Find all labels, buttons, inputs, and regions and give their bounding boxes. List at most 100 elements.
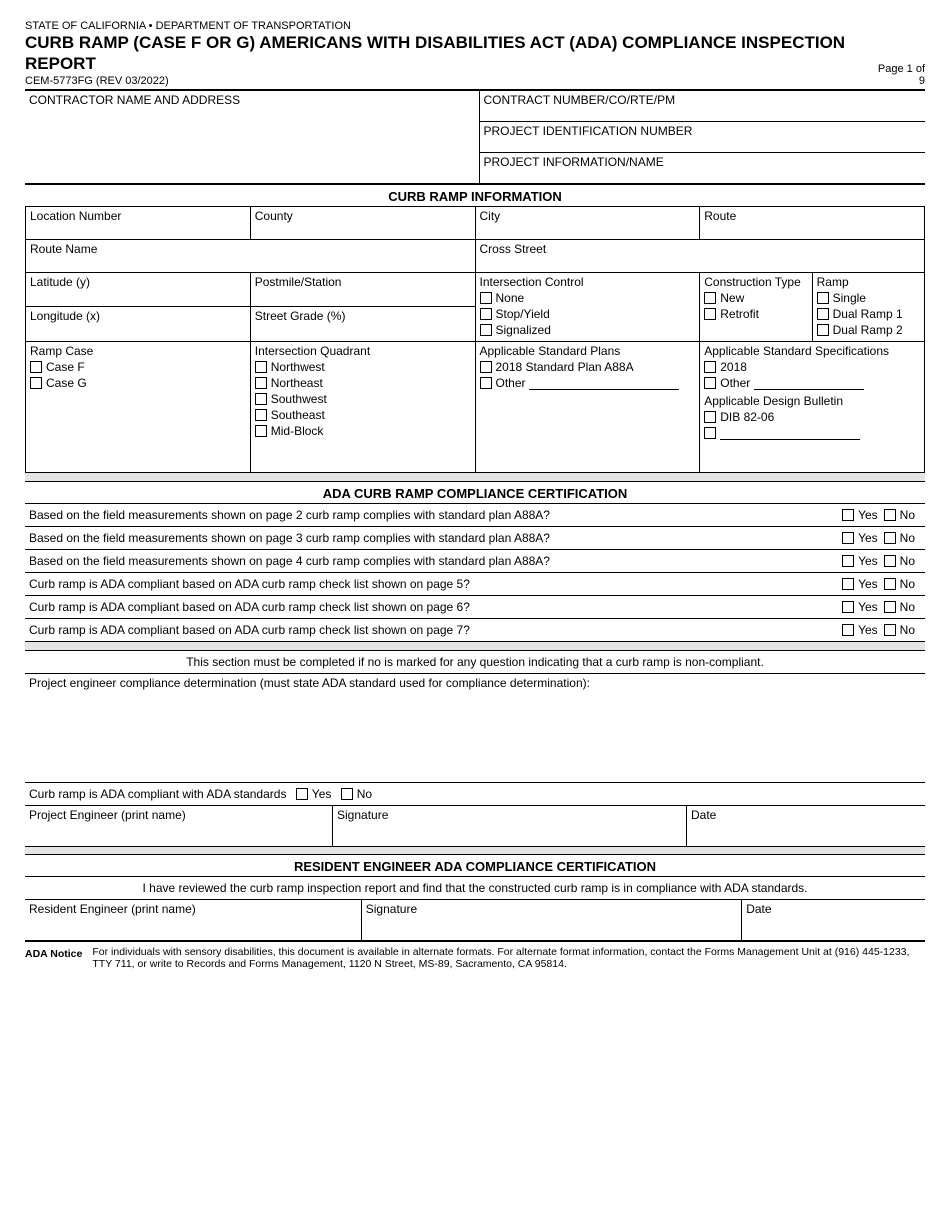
checkbox-icon[interactable] [884,509,896,521]
pe-signature-cell[interactable]: Signature [333,806,687,846]
checkbox-icon[interactable] [255,393,267,405]
cert-q1: Based on the field measurements shown on… [25,503,798,526]
ic-signalized[interactable]: Signalized [480,323,696,337]
ada-notice: ADA Notice For individuals with sensory … [25,942,925,970]
cert-q2-no[interactable]: No [884,531,915,545]
cross-street-cell[interactable]: Cross Street [475,239,925,272]
sp-other-input[interactable] [529,376,679,390]
ct-retrofit[interactable]: Retrofit [704,307,807,321]
checkbox-icon[interactable] [817,308,829,320]
determination-textarea[interactable] [25,692,925,782]
cert-q2-yes[interactable]: Yes [842,531,878,545]
checkbox-icon[interactable] [30,361,42,373]
db-blank[interactable] [704,426,920,440]
ic-none[interactable]: None [480,291,696,305]
cert-q5-yes[interactable]: Yes [842,600,878,614]
checkbox-icon[interactable] [480,377,492,389]
ss-other[interactable]: Other [704,376,920,390]
cert-q1-no[interactable]: No [884,508,915,522]
sp-2018[interactable]: 2018 Standard Plan A88A [480,360,696,374]
ramp-dual2[interactable]: Dual Ramp 2 [817,323,920,337]
pe-date-cell[interactable]: Date [687,806,925,846]
cert-q4: Curb ramp is ADA compliant based on ADA … [25,572,798,595]
checkbox-icon[interactable] [842,532,854,544]
iq-se[interactable]: Southeast [255,408,471,422]
checkbox-icon[interactable] [817,292,829,304]
checkbox-icon[interactable] [884,624,896,636]
intersection-control-cell: Intersection Control None Stop/Yield Sig… [475,272,700,341]
city-cell[interactable]: City [475,206,700,239]
cert-q5-no[interactable]: No [884,600,915,614]
checkbox-icon[interactable] [704,292,716,304]
re-name-cell[interactable]: Resident Engineer (print name) [25,900,362,940]
checkbox-icon[interactable] [704,377,716,389]
checkbox-icon[interactable] [30,377,42,389]
checkbox-icon[interactable] [884,578,896,590]
checkbox-icon[interactable] [817,324,829,336]
ic-stopyield[interactable]: Stop/Yield [480,307,696,321]
checkbox-icon[interactable] [842,509,854,521]
checkbox-icon[interactable] [842,624,854,636]
pe-name-cell[interactable]: Project Engineer (print name) [25,806,333,846]
db-dib[interactable]: DIB 82-06 [704,410,920,424]
checkbox-icon[interactable] [704,411,716,423]
checkbox-icon[interactable] [255,361,267,373]
cert-q1-yes[interactable]: Yes [842,508,878,522]
re-date-cell[interactable]: Date [742,900,925,940]
cert-q4-no[interactable]: No [884,577,915,591]
case-f[interactable]: Case F [30,360,246,374]
ada-no[interactable]: No [341,787,372,801]
project-info-cell[interactable]: PROJECT INFORMATION/NAME [480,153,926,183]
iq-nw[interactable]: Northwest [255,360,471,374]
cert-q6-no[interactable]: No [884,623,915,637]
checkbox-icon[interactable] [842,601,854,613]
ss-other-input[interactable] [754,376,864,390]
checkbox-icon[interactable] [255,409,267,421]
db-blank-input[interactable] [720,426,860,440]
checkbox-icon[interactable] [480,361,492,373]
checkbox-icon[interactable] [704,308,716,320]
iq-mb[interactable]: Mid-Block [255,424,471,438]
checkbox-icon[interactable] [341,788,353,800]
ct-new[interactable]: New [704,291,807,305]
sp-other[interactable]: Other [480,376,696,390]
latitude-cell[interactable]: Latitude (y) [26,272,251,307]
checkbox-icon[interactable] [255,425,267,437]
pe-date-label: Date [691,808,716,822]
checkbox-icon[interactable] [255,377,267,389]
re-name-label: Resident Engineer (print name) [29,902,196,916]
project-id-cell[interactable]: PROJECT IDENTIFICATION NUMBER [480,122,926,153]
checkbox-icon[interactable] [704,427,716,439]
checkbox-icon[interactable] [842,555,854,567]
contract-number-cell[interactable]: CONTRACT NUMBER/CO/RTE/PM [480,91,926,122]
checkbox-icon[interactable] [480,292,492,304]
checkbox-icon[interactable] [704,361,716,373]
iq-ne[interactable]: Northeast [255,376,471,390]
re-signature-cell[interactable]: Signature [362,900,742,940]
iq-sw[interactable]: Southwest [255,392,471,406]
ramp-dual1[interactable]: Dual Ramp 1 [817,307,920,321]
checkbox-icon[interactable] [884,532,896,544]
checkbox-icon[interactable] [884,601,896,613]
ada-yes[interactable]: Yes [296,787,332,801]
case-g[interactable]: Case G [30,376,246,390]
contractor-cell[interactable]: CONTRACTOR NAME AND ADDRESS [25,91,480,183]
postmile-cell[interactable]: Postmile/Station [250,272,475,307]
street-grade-cell[interactable]: Street Grade (%) [250,307,475,342]
checkbox-icon[interactable] [296,788,308,800]
checkbox-icon[interactable] [480,308,492,320]
checkbox-icon[interactable] [480,324,492,336]
ramp-single[interactable]: Single [817,291,920,305]
longitude-cell[interactable]: Longitude (x) [26,307,251,342]
location-number-cell[interactable]: Location Number [26,206,251,239]
checkbox-icon[interactable] [884,555,896,567]
route-cell[interactable]: Route [700,206,925,239]
cert-q3-yes[interactable]: Yes [842,554,878,568]
checkbox-icon[interactable] [842,578,854,590]
cert-q3-no[interactable]: No [884,554,915,568]
cert-q6-yes[interactable]: Yes [842,623,878,637]
county-cell[interactable]: County [250,206,475,239]
route-name-cell[interactable]: Route Name [26,239,476,272]
cert-q4-yes[interactable]: Yes [842,577,878,591]
ss-2018[interactable]: 2018 [704,360,920,374]
